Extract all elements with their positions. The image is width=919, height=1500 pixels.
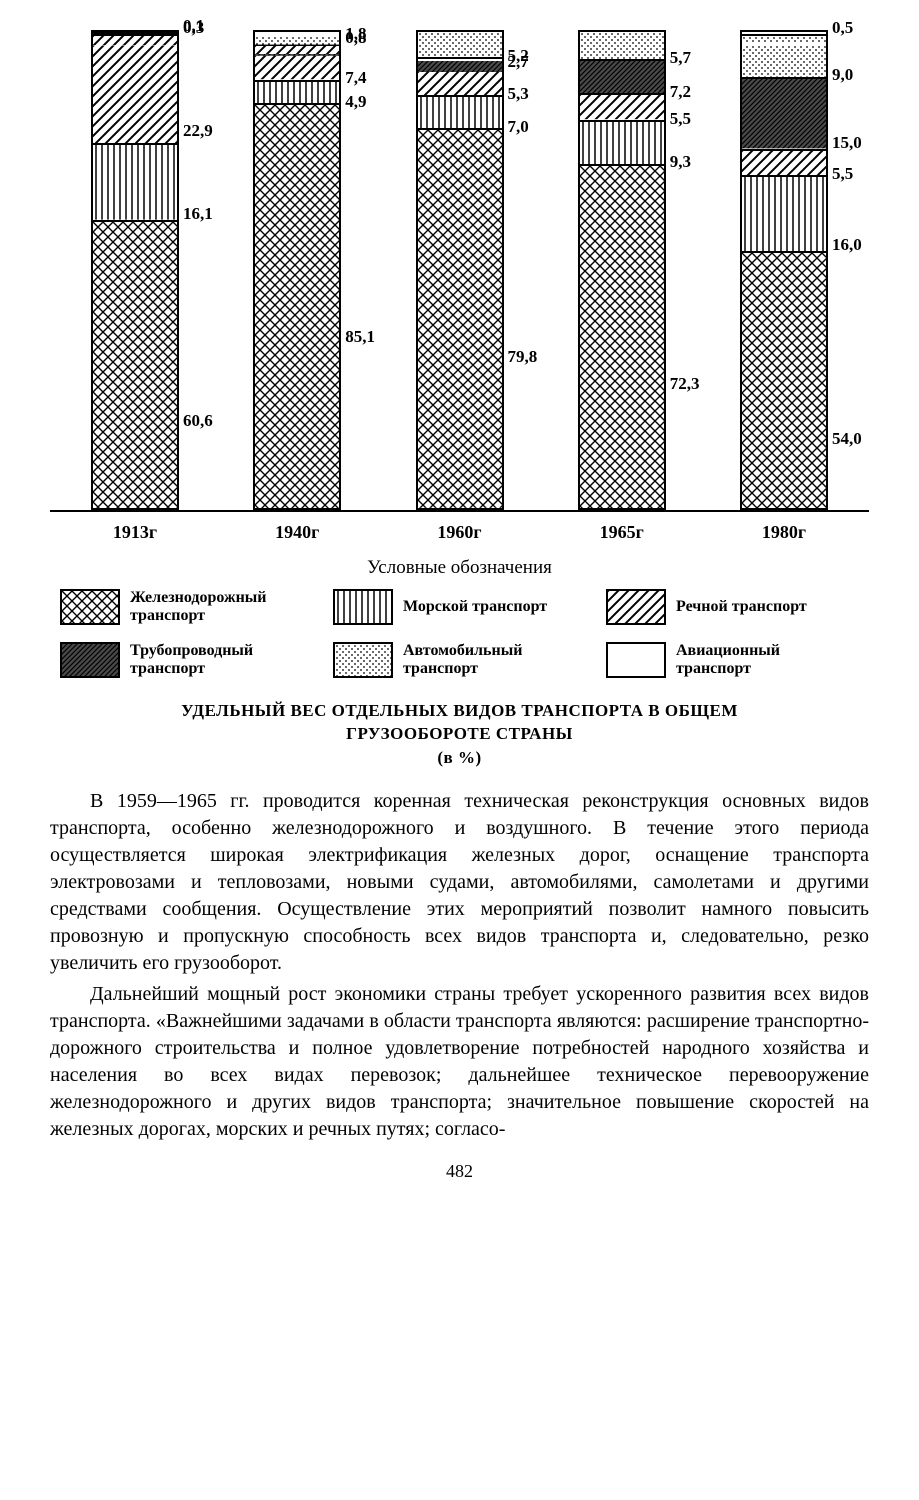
caption-line: ГРУЗООБОРОТЕ СТРАНЫ — [50, 722, 869, 746]
stacked-bar: 79,87,05,32,75,2 — [416, 30, 504, 510]
segment-value-label: 0,1 — [177, 17, 204, 34]
bar-segment-air: 0,5 — [742, 32, 826, 34]
segment-value-label: 79,8 — [502, 348, 538, 365]
bar-segment-rail: 54,0 — [742, 251, 826, 508]
bar-segment-river: 5,5 — [580, 93, 664, 119]
page-number: 482 — [50, 1161, 869, 1182]
x-axis-label: 1960г — [385, 522, 535, 543]
bar-segment-sea: 16,1 — [93, 143, 177, 220]
bar-segment-river: 5,5 — [742, 149, 826, 175]
bar-column: 60,616,122,90,30,1 — [60, 30, 210, 510]
bar-segment-rail: 79,8 — [418, 128, 502, 508]
stacked-bar-chart: 60,616,122,90,30,185,14,97,40,81,879,87,… — [50, 30, 869, 510]
legend-swatch — [606, 589, 666, 625]
legend-label: Железнодорожный транспорт — [130, 589, 313, 626]
segment-value-label: 60,6 — [177, 412, 213, 429]
legend-swatch — [60, 642, 120, 678]
segment-value-label: 0,5 — [826, 19, 853, 36]
bar-column: 79,87,05,32,75,2 — [385, 30, 535, 510]
stacked-bar: 54,016,05,515,09,00,5 — [740, 30, 828, 510]
legend-label: Речной транспорт — [676, 598, 807, 616]
stacked-bar: 72,39,35,57,25,7 — [578, 30, 666, 510]
bar-segment-auto: 1,8 — [255, 32, 339, 41]
body-paragraph: В 1959—1965 гг. проводится коренная техн… — [50, 788, 869, 977]
bar-segment-river: 22,9 — [93, 34, 177, 143]
segment-value-label: 16,0 — [826, 236, 862, 253]
legend-title: Условные обозначения — [50, 557, 869, 579]
legend-label: Морской транспорт — [403, 598, 547, 616]
legend-swatch — [60, 589, 120, 625]
legend-swatch — [606, 642, 666, 678]
bar-segment-river: 7,4 — [255, 44, 339, 79]
body-text: В 1959—1965 гг. проводится коренная техн… — [50, 788, 869, 1143]
segment-value-label: 7,2 — [664, 83, 691, 100]
legend-swatch — [333, 589, 393, 625]
stacked-bar: 85,14,97,40,81,8 — [253, 30, 341, 510]
segment-value-label: 5,7 — [664, 49, 691, 66]
legend-item-sea: Морской транспорт — [333, 589, 586, 626]
segment-value-label: 85,1 — [339, 328, 375, 345]
bar-segment-auto: 5,7 — [580, 32, 664, 59]
bar-segment-pipeline: 7,2 — [580, 59, 664, 93]
segment-value-label: 5,5 — [664, 110, 691, 127]
segment-value-label: 7,0 — [502, 118, 529, 135]
legend-item-pipeline: Трубопроводный транспорт — [60, 642, 313, 679]
bar-segment-rail: 60,6 — [93, 220, 177, 508]
segment-value-label: 9,3 — [664, 153, 691, 170]
bar-column: 72,39,35,57,25,7 — [547, 30, 697, 510]
segment-value-label: 5,5 — [826, 165, 853, 182]
segment-value-label: 15,0 — [826, 134, 862, 151]
legend-swatch — [333, 642, 393, 678]
bar-segment-sea: 4,9 — [255, 80, 339, 103]
bar-segment-sea: 9,3 — [580, 120, 664, 164]
chart-caption: УДЕЛЬНЫЙ ВЕС ОТДЕЛЬНЫХ ВИДОВ ТРАНСПОРТА … — [50, 699, 869, 770]
body-paragraph: Дальнейший мощный рост экономики страны … — [50, 981, 869, 1143]
legend-item-rail: Железнодорожный транспорт — [60, 589, 313, 626]
legend-item-auto: Автомобильный транспорт — [333, 642, 586, 679]
legend: Железнодорожный транспорт Морской транспо… — [50, 589, 869, 679]
legend-label: Автомобильный транспорт — [403, 642, 586, 679]
bar-segment-pipeline: 15,0 — [742, 77, 826, 148]
x-axis-label: 1965г — [547, 522, 697, 543]
segment-value-label: 5,3 — [502, 85, 529, 102]
segment-value-label: 16,1 — [177, 205, 213, 222]
bar-segment-sea: 7,0 — [418, 95, 502, 128]
legend-item-air: Авиационный транспорт — [606, 642, 859, 679]
legend-label: Авиационный транспорт — [676, 642, 859, 679]
x-axis-label: 1940г — [222, 522, 372, 543]
bar-segment-rail: 85,1 — [255, 103, 339, 508]
segment-value-label: 72,3 — [664, 375, 700, 392]
bar-segment-river: 5,3 — [418, 70, 502, 95]
bar-column: 54,016,05,515,09,00,5 — [709, 30, 859, 510]
segment-value-label: 22,9 — [177, 122, 213, 139]
caption-line: (в %) — [50, 746, 869, 770]
x-axis-label: 1980г — [709, 522, 859, 543]
legend-item-river: Речной транспорт — [606, 589, 859, 626]
x-axis-labels: 1913г 1940г 1960г 1965г 1980г — [50, 518, 869, 543]
segment-value-label: 7,4 — [339, 69, 366, 86]
legend-label: Трубопроводный транспорт — [130, 642, 313, 679]
segment-value-label: 5,2 — [502, 47, 529, 64]
x-axis-label: 1913г — [60, 522, 210, 543]
bar-segment-auto: 5,2 — [418, 32, 502, 57]
segment-value-label: 54,0 — [826, 430, 862, 447]
chart-area: 60,616,122,90,30,185,14,97,40,81,879,87,… — [50, 30, 869, 512]
stacked-bar: 60,616,122,90,30,1 — [91, 30, 179, 510]
segment-value-label: 4,9 — [339, 93, 366, 110]
bar-segment-rail: 72,3 — [580, 164, 664, 508]
segment-value-label: 1,8 — [339, 25, 366, 42]
bar-segment-pipeline: 2,7 — [418, 57, 502, 70]
bar-column: 85,14,97,40,81,8 — [222, 30, 372, 510]
bar-segment-auto: 9,0 — [742, 34, 826, 77]
caption-line: УДЕЛЬНЫЙ ВЕС ОТДЕЛЬНЫХ ВИДОВ ТРАНСПОРТА … — [50, 699, 869, 723]
segment-value-label: 9,0 — [826, 66, 853, 83]
bar-segment-sea: 16,0 — [742, 175, 826, 251]
